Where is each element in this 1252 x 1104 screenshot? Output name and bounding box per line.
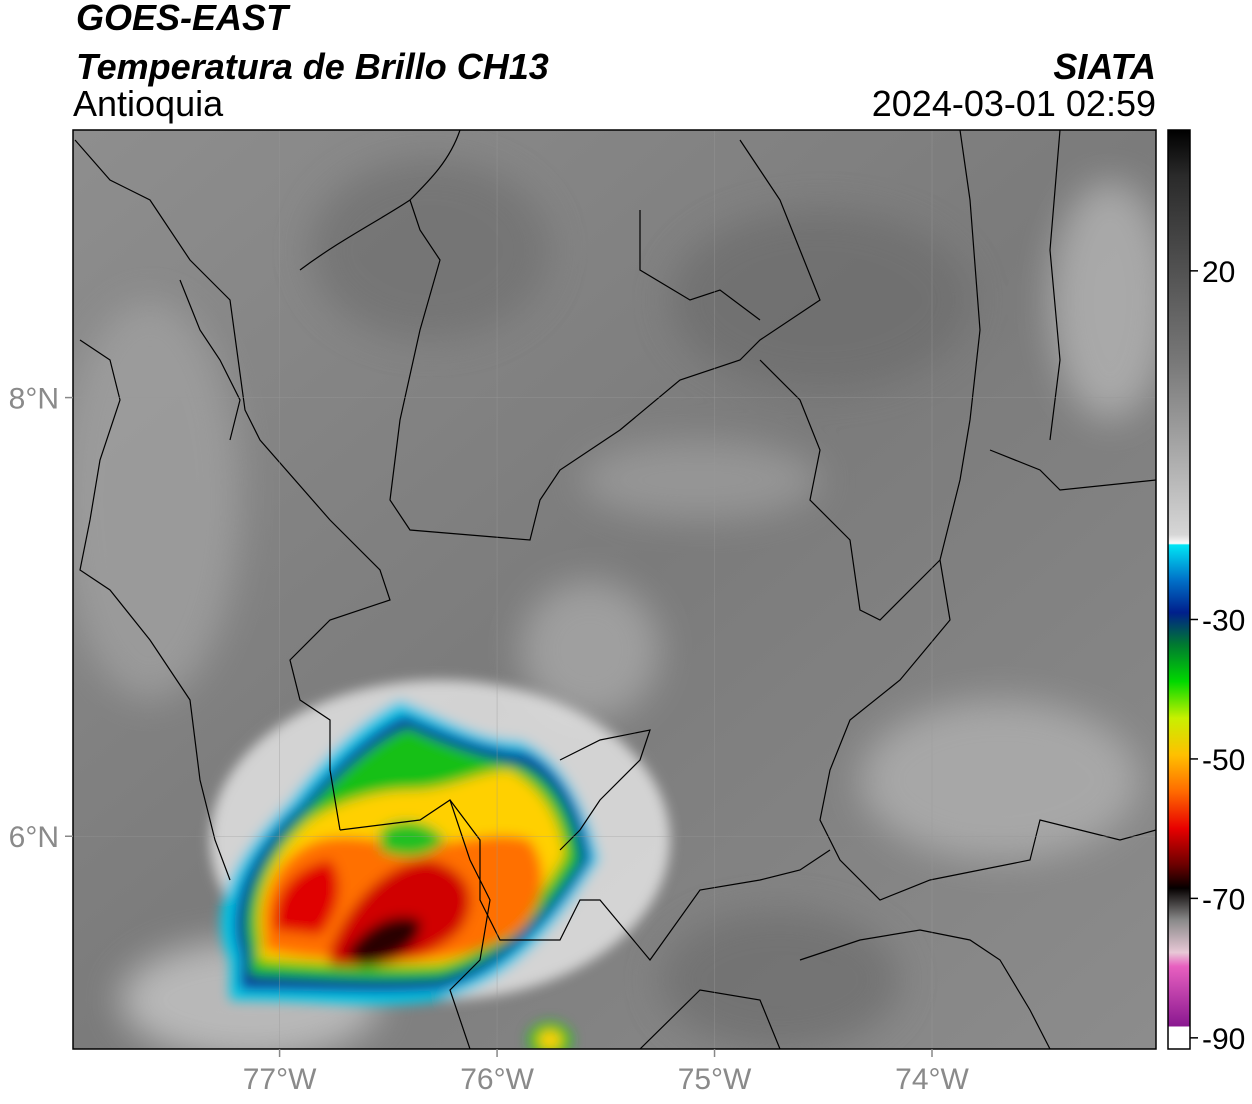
x-tick-label: 74°W — [895, 1063, 969, 1096]
map-frame — [72, 129, 1157, 1050]
source: SIATA — [1053, 46, 1156, 87]
colorbar-tick-label: 20 — [1202, 256, 1235, 289]
borders — [74, 130, 1156, 1049]
colorbar-tick-label: -30 — [1202, 604, 1245, 637]
datetime: 2024-03-01 02:59 — [872, 83, 1156, 124]
y-tick-label: 8°N — [9, 383, 59, 416]
x-tick-label: 75°W — [678, 1063, 752, 1096]
title: GOES-EAST — [76, 0, 291, 38]
colorbar-tick-label: -90 — [1202, 1023, 1245, 1056]
colorbar — [1167, 129, 1191, 1050]
colorbar-tick-label: -50 — [1202, 744, 1245, 777]
region: Antioquia — [73, 83, 224, 124]
colorbar-tick-label: -70 — [1202, 883, 1245, 916]
x-tick-label: 76°W — [460, 1063, 534, 1096]
subtitle: Temperatura de Brillo CH13 — [76, 46, 549, 87]
x-tick-label: 77°W — [243, 1063, 317, 1096]
y-tick-label: 6°N — [9, 821, 59, 854]
satellite-image — [73, 130, 1156, 1049]
